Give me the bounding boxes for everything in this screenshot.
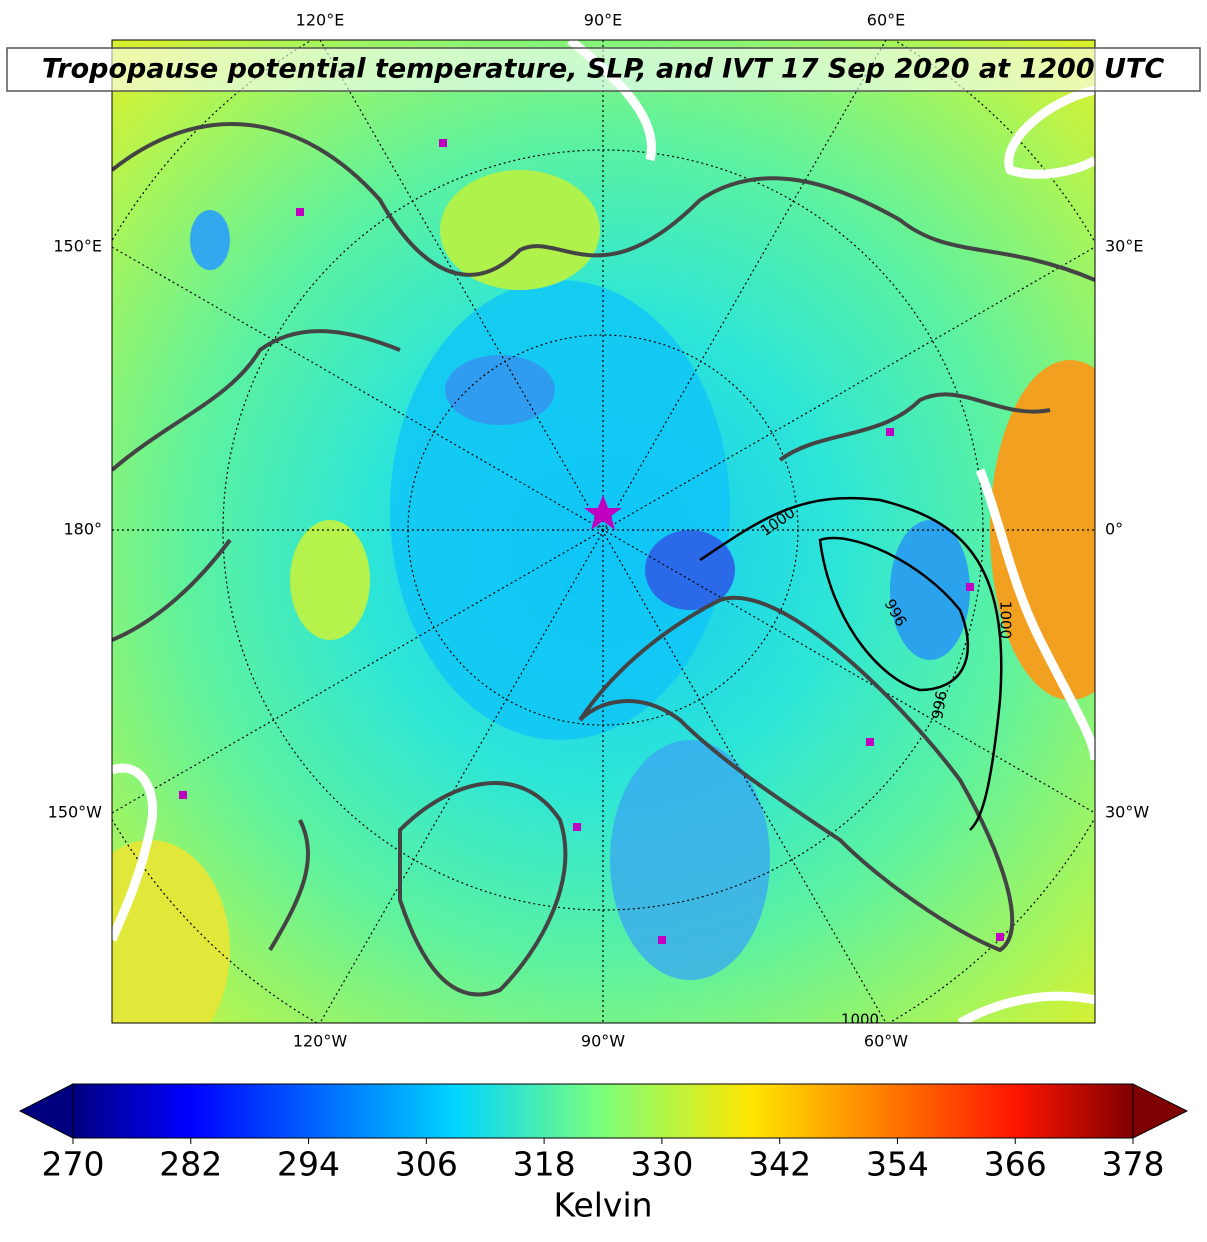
field-blob <box>610 740 770 980</box>
contour-label: 1000 <box>997 601 1015 639</box>
colorbar-tick-label: 330 <box>630 1145 693 1184</box>
lon-label: 150°W <box>48 803 103 822</box>
longitude-labels: 120°E 90°E 60°E 150°E 180° 150°W 30°E 0°… <box>48 11 1150 1051</box>
graticule <box>112 40 1095 1023</box>
colorbar-outline <box>72 1083 1134 1139</box>
field-blob <box>290 520 370 640</box>
station-markers <box>179 139 1004 944</box>
field-blob <box>445 355 555 425</box>
colorbar-extend-low <box>18 1083 74 1139</box>
field-blob <box>440 170 600 290</box>
colorbar-tick-label: 294 <box>277 1145 340 1184</box>
slp-contours <box>699 496 1003 831</box>
lon-label: 30°E <box>1105 237 1143 256</box>
map: 1000 996 1000 996 1000 <box>112 40 1095 1029</box>
lon-label: 180° <box>63 520 102 539</box>
field-blob <box>112 840 230 1023</box>
colorbar-tick-label: 342 <box>748 1145 811 1184</box>
colorbar-extend-high <box>1132 1083 1189 1139</box>
field-blob <box>890 520 970 660</box>
colorbar-body <box>73 1084 1133 1138</box>
coastlines <box>112 122 1095 997</box>
lon-label: 120°W <box>293 1032 348 1051</box>
colorbar-tick-label: 270 <box>42 1145 105 1184</box>
colorbar-tick-label: 354 <box>866 1145 929 1184</box>
lon-label: 60°E <box>867 11 905 30</box>
lon-label: 60°W <box>864 1032 908 1051</box>
ivt-contours <box>112 40 1095 1023</box>
colorbar-tick-label: 282 <box>159 1145 222 1184</box>
colorbar-tick-label: 366 <box>984 1145 1047 1184</box>
field-blob <box>390 280 730 740</box>
colorbar-label: Kelvin <box>553 1186 652 1225</box>
colorbar: Kelvin 270 282 294 306 318 330 342 354 366 378 <box>18 1083 1189 1225</box>
colorbar-tick-label: 378 <box>1102 1145 1165 1184</box>
title: Tropopause potential temperature, SLP, a… <box>42 54 1165 85</box>
title-box <box>6 47 1201 92</box>
contour-label: 1000 <box>841 1011 879 1029</box>
lon-label: 90°E <box>584 11 622 30</box>
field-blob <box>645 530 735 610</box>
lon-label: 90°W <box>581 1032 625 1051</box>
lon-label: 0° <box>1105 520 1123 539</box>
colorbar-tick-label: 318 <box>513 1145 576 1184</box>
colorbar-tick-label: 306 <box>395 1145 458 1184</box>
lon-label: 150°E <box>53 237 102 256</box>
location-star <box>584 495 622 530</box>
lon-label: 30°W <box>1105 803 1149 822</box>
map-frame <box>111 39 1096 1024</box>
contour-label: 996 <box>928 689 951 720</box>
field-blob <box>190 210 230 270</box>
lon-label: 120°E <box>296 11 345 30</box>
